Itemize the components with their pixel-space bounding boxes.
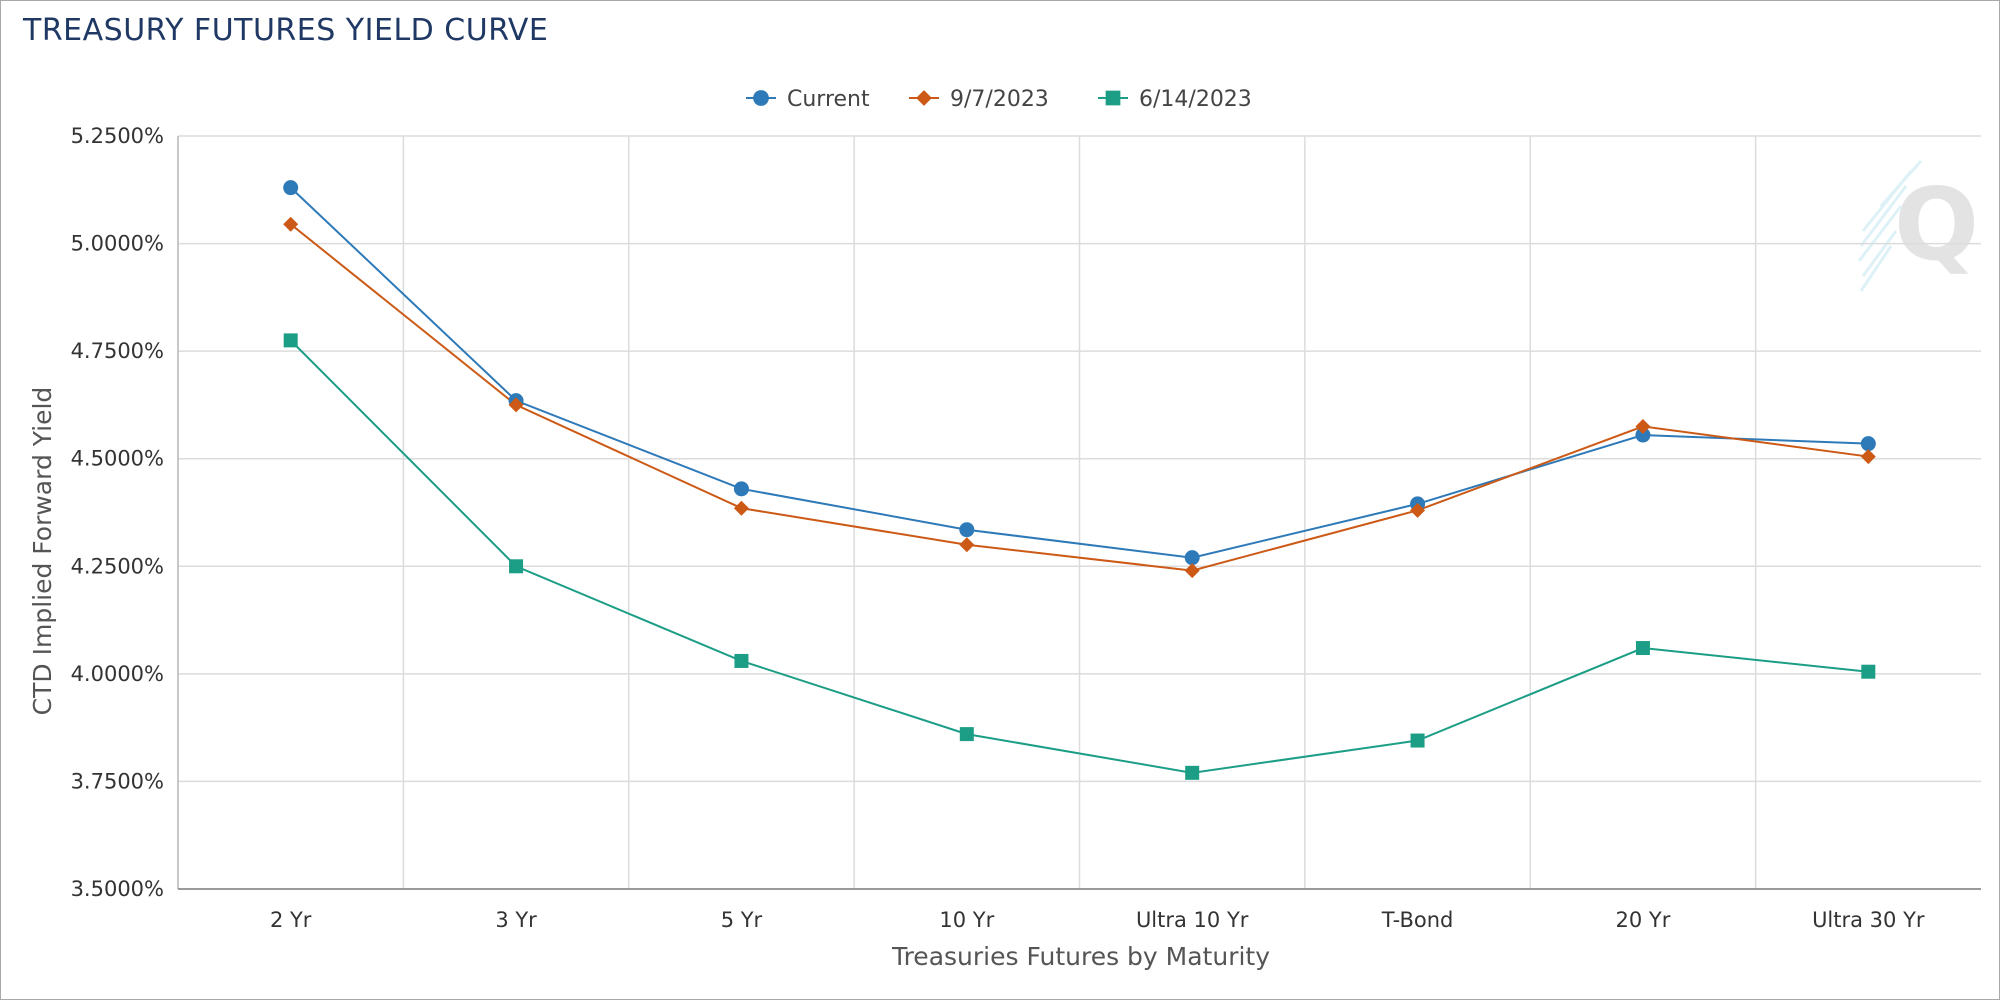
x-tick-label: 10 Yr (939, 908, 994, 932)
data-point-series-2[interactable] (509, 559, 524, 574)
x-tick-label: 2 Yr (270, 908, 312, 932)
data-point-series-1[interactable] (1860, 449, 1876, 465)
x-tick-label: 3 Yr (495, 908, 537, 932)
watermark-streaks (1857, 160, 1923, 292)
data-point-series-2[interactable] (734, 653, 749, 668)
x-tick-label: 5 Yr (721, 908, 763, 932)
series-line-2 (289, 339, 1869, 774)
legend-label: 9/7/2023 (950, 87, 1049, 112)
y-tick-label: 4.2500% (71, 554, 164, 578)
data-point-series-0[interactable] (1635, 427, 1651, 443)
y-tick-label: 3.5000% (71, 877, 164, 901)
y-tick-label: 5.2500% (71, 124, 164, 148)
data-point-series-0[interactable] (1184, 550, 1200, 566)
series-line-1 (290, 223, 1869, 572)
x-axis-title: Treasuries Futures by Maturity (891, 942, 1270, 971)
y-axis-title: CTD Implied Forward Yield (28, 387, 57, 716)
y-tick-label: 4.5000% (71, 447, 164, 471)
legend-swatch-marker[interactable] (1105, 90, 1121, 106)
series-lines (289, 186, 1869, 774)
x-tick-label: Ultra 30 Yr (1812, 908, 1925, 932)
legend-item-1[interactable]: 9/7/2023 (909, 87, 1049, 112)
y-tick-label: 5.0000% (71, 232, 164, 256)
data-point-series-1[interactable] (733, 500, 749, 516)
data-point-series-1[interactable] (959, 537, 975, 553)
data-point-series-1[interactable] (1184, 563, 1200, 579)
data-point-series-2[interactable] (1861, 664, 1876, 679)
data-point-series-2[interactable] (1635, 641, 1650, 656)
data-point-series-1[interactable] (1635, 418, 1651, 434)
data-point-series-2[interactable] (283, 333, 298, 348)
data-point-series-0[interactable] (1860, 436, 1876, 452)
legend-item-0[interactable]: Current (746, 87, 870, 112)
data-point-series-0[interactable] (733, 481, 749, 497)
series-line-0 (290, 186, 1869, 559)
grid (178, 135, 1981, 890)
data-point-series-1[interactable] (283, 216, 299, 232)
legend[interactable]: Current 9/7/2023 6/14/2023 (746, 87, 1252, 112)
axes: 5.2500% 5.0000% 4.7500% 4.5000% 4.2500% 4.000… (71, 124, 1981, 932)
y-tick-label: 4.0000% (71, 662, 164, 686)
data-point-series-2[interactable] (959, 727, 974, 742)
legend-swatch-marker[interactable] (753, 90, 769, 106)
watermark-letter: Q (1894, 166, 1979, 283)
data-point-series-1[interactable] (508, 397, 524, 413)
legend-item-2[interactable]: 6/14/2023 (1098, 87, 1252, 112)
y-tick-label: 4.7500% (71, 339, 164, 363)
data-point-series-2[interactable] (1185, 765, 1200, 780)
x-tick-label: Ultra 10 Yr (1136, 908, 1249, 932)
y-tick-label: 3.7500% (71, 769, 164, 793)
legend-label: 6/14/2023 (1139, 87, 1252, 112)
data-point-series-0[interactable] (959, 522, 975, 538)
data-point-series-0[interactable] (283, 180, 299, 196)
x-tick-label: T-Bond (1381, 908, 1454, 932)
data-point-series-2[interactable] (1410, 733, 1425, 748)
q-logo-watermark: Q (1857, 160, 1979, 292)
series-markers (283, 180, 1876, 780)
x-tick-label: 20 Yr (1616, 908, 1671, 932)
chart-title: TREASURY FUTURES YIELD CURVE (23, 13, 549, 48)
legend-swatch-marker[interactable] (916, 90, 932, 106)
data-point-series-1[interactable] (1410, 502, 1426, 518)
legend-label: Current (787, 87, 870, 112)
